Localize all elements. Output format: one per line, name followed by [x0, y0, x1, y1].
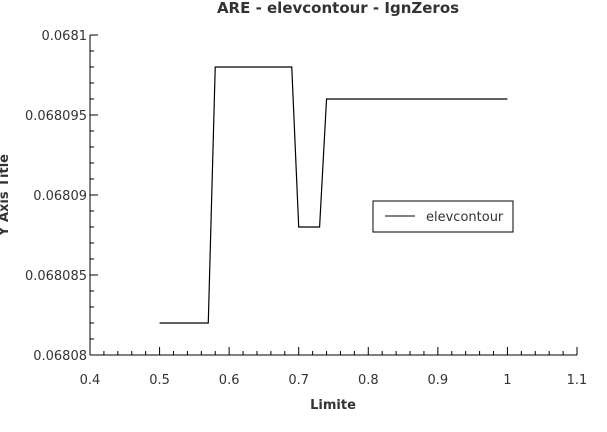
- x-tick-label: 0.6: [219, 373, 240, 388]
- chart-title: ARE - elevcontour - IgnZeros: [217, 0, 459, 17]
- plot-area: 0.4 0.5 0.6 0.7 0.8 0.9 1 1.1 0.068080.0680850.…: [25, 29, 587, 388]
- y-ticks: 0.06808 0.068085 0.06809 0.068095 0.0681: [25, 29, 98, 364]
- y-tick-label: 0.068085: [25, 269, 87, 284]
- y-tick-label: 0.068095: [25, 109, 87, 124]
- y-tick-label: 0.0681: [42, 29, 88, 44]
- x-tick-label: 0.5: [149, 373, 170, 388]
- x-tick-label: 0.8: [358, 373, 379, 388]
- legend: elevcontour: [372, 200, 514, 233]
- y-axis-label: Y Axis Title: [0, 154, 12, 237]
- x-axis-label: Limite: [310, 398, 356, 413]
- y-tick-label: 0.06809: [33, 189, 87, 204]
- series-line-elevcontour: [159, 66, 508, 324]
- x-ticks: 0.4 0.5 0.6 0.7 0.8 0.9 1 1.1: [80, 347, 588, 388]
- legend-label-elevcontour: elevcontour: [426, 210, 504, 225]
- x-tick-label: 0.4: [80, 373, 101, 388]
- x-tick-label: 0.7: [288, 373, 309, 388]
- x-tick-label: 1.1: [567, 373, 588, 388]
- x-tick-label: 0.9: [428, 373, 449, 388]
- y-tick-label: 0.06808: [33, 349, 87, 364]
- series-layer: [159, 66, 508, 324]
- x-tick-label: 1: [503, 373, 511, 388]
